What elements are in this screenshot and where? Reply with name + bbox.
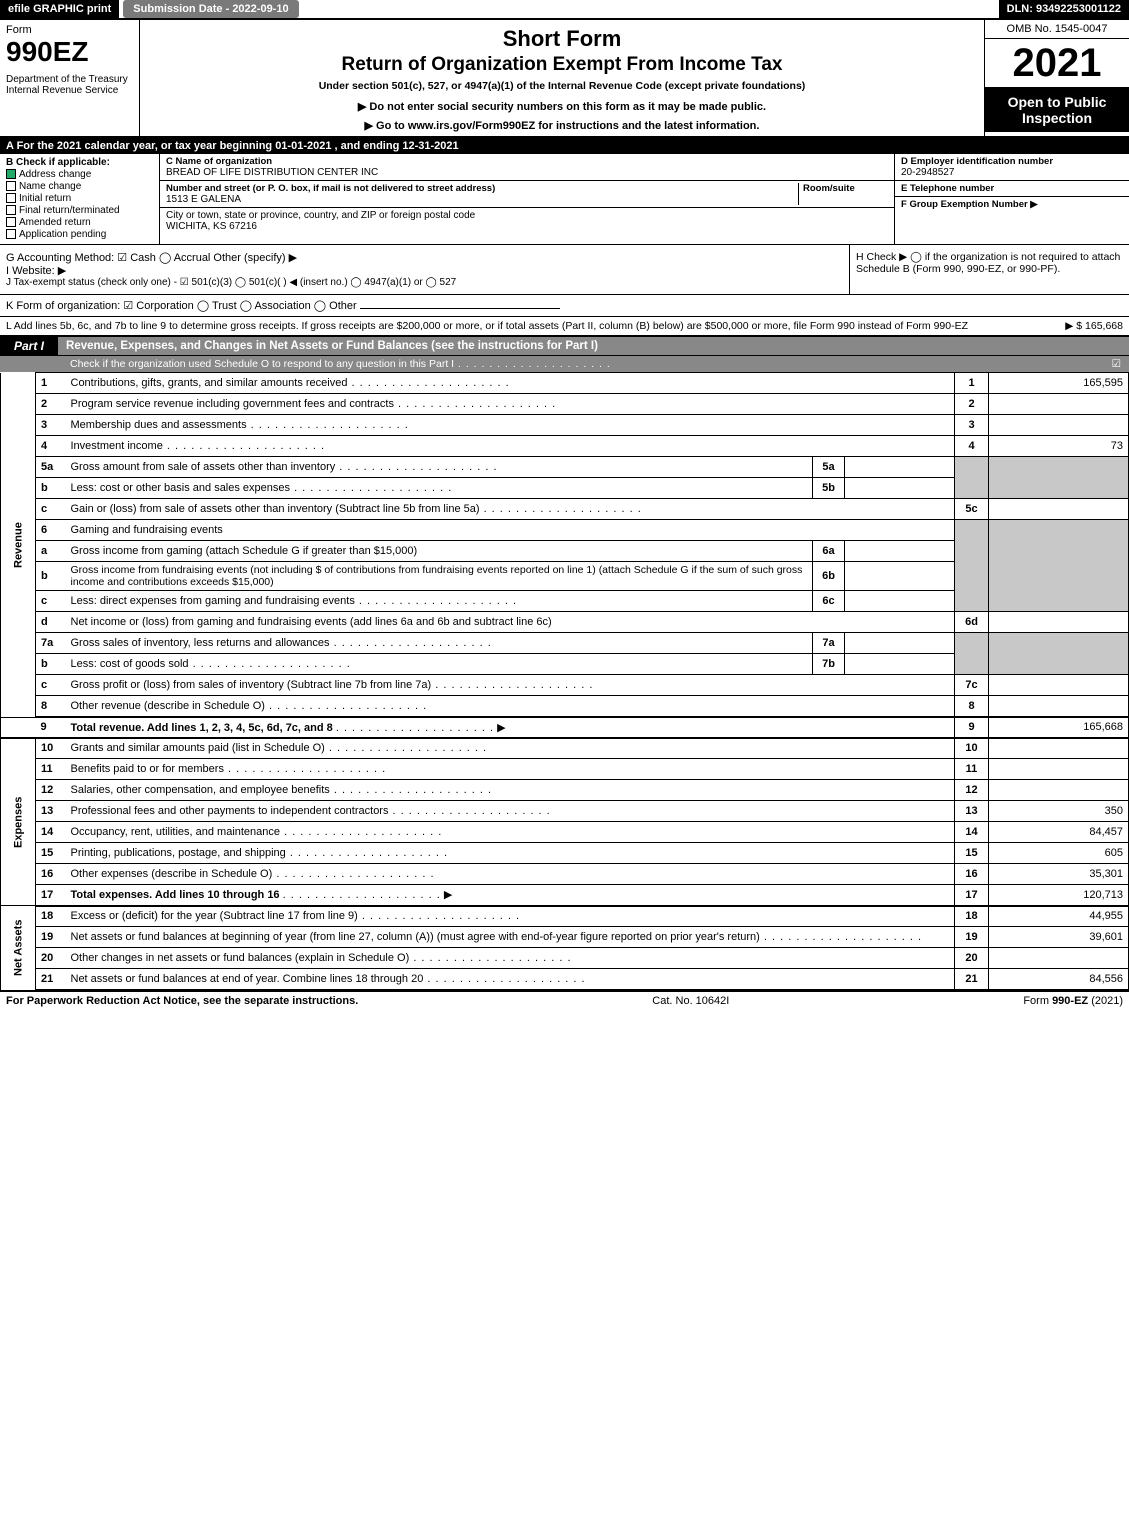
footer-right: Form 990-EZ (2021) <box>1023 995 1123 1007</box>
room-hint: Room/suite <box>803 183 888 194</box>
ein-cell: D Employer identification number 20-2948… <box>895 154 1129 181</box>
col-b-label: B Check if applicable: <box>6 157 153 168</box>
row-6d: d Net income or (loss) from gaming and f… <box>1 612 1129 633</box>
page-footer: For Paperwork Reduction Act Notice, see … <box>0 990 1129 1010</box>
dept-label: Department of the Treasury Internal Reve… <box>6 74 133 96</box>
city-cell: City or town, state or province, country… <box>160 208 894 234</box>
row-11: 11 Benefits paid to or for members 11 <box>1 759 1129 780</box>
row-20: 20 Other changes in net assets or fund b… <box>1 948 1129 969</box>
org-name-cell: C Name of organization BREAD OF LIFE DIS… <box>160 154 894 181</box>
omb-number: OMB No. 1545-0047 <box>985 20 1129 39</box>
chk-final-return[interactable]: Final return/terminated <box>6 205 153 216</box>
chk-application-pending[interactable]: Application pending <box>6 229 153 240</box>
row-8: 8 Other revenue (describe in Schedule O)… <box>1 696 1129 717</box>
chk-initial-return[interactable]: Initial return <box>6 193 153 204</box>
tel-hint: E Telephone number <box>901 183 1123 194</box>
row-1: Revenue 1 Contributions, gifts, grants, … <box>1 373 1129 394</box>
ssn-warning: ▶ Do not enter social security numbers o… <box>144 100 980 113</box>
revenue-sidelabel: Revenue <box>1 373 36 717</box>
line-l: L Add lines 5b, 6c, and 7b to line 9 to … <box>0 317 1129 336</box>
row-7a: 7a Gross sales of inventory, less return… <box>1 633 1129 654</box>
dln: DLN: 93492253001122 <box>999 0 1129 18</box>
topbar: efile GRAPHIC print Submission Date - 20… <box>0 0 1129 20</box>
submission-date: Submission Date - 2022-09-10 <box>123 0 298 18</box>
header-right: OMB No. 1545-0047 2021 Open to Public In… <box>984 20 1129 136</box>
section-bcd: B Check if applicable: Address change Na… <box>0 154 1129 245</box>
part1-sub: Check if the organization used Schedule … <box>0 356 1129 372</box>
row-15: 15 Printing, publications, postage, and … <box>1 843 1129 864</box>
line-i: I Website: ▶ <box>6 264 843 277</box>
row-18: Net Assets 18 Excess or (deficit) for th… <box>1 906 1129 927</box>
meta-left: G Accounting Method: ☑ Cash ◯ Accrual Ot… <box>0 245 849 294</box>
row-13: 13 Professional fees and other payments … <box>1 801 1129 822</box>
row-10: Expenses 10 Grants and similar amounts p… <box>1 738 1129 759</box>
line-k: K Form of organization: ☑ Corporation ◯ … <box>0 295 1129 317</box>
ein: 20-2948527 <box>901 167 1123 178</box>
row-7c: c Gross profit or (loss) from sales of i… <box>1 675 1129 696</box>
footer-mid: Cat. No. 10642I <box>652 995 729 1007</box>
row-5a: 5a Gross amount from sale of assets othe… <box>1 457 1129 478</box>
form-word: Form <box>6 24 133 36</box>
row-19: 19 Net assets or fund balances at beginn… <box>1 927 1129 948</box>
form-number: 990EZ <box>6 36 133 68</box>
chk-name-change[interactable]: Name change <box>6 181 153 192</box>
org-name: BREAD OF LIFE DISTRIBUTION CENTER INC <box>166 167 888 178</box>
part1-title: Revenue, Expenses, and Changes in Net As… <box>58 337 1129 355</box>
desc-1: Contributions, gifts, grants, and simila… <box>66 373 955 394</box>
line-l-text: L Add lines 5b, 6c, and 7b to line 9 to … <box>6 320 1057 332</box>
line-h: H Check ▶ ◯ if the organization is not r… <box>849 245 1129 294</box>
tax-year: 2021 <box>985 39 1129 88</box>
row-9: 9 Total revenue. Add lines 1, 2, 3, 4, 5… <box>1 717 1129 738</box>
chk-amended-return[interactable]: Amended return <box>6 217 153 228</box>
subtitle: Under section 501(c), 527, or 4947(a)(1)… <box>144 80 980 92</box>
amt-1: 165,595 <box>989 373 1129 394</box>
col-b-checkboxes: B Check if applicable: Address change Na… <box>0 154 160 244</box>
row-21: 21 Net assets or fund balances at end of… <box>1 969 1129 990</box>
form-header: Form 990EZ Department of the Treasury In… <box>0 20 1129 138</box>
part1-sub-text: Check if the organization used Schedule … <box>70 358 611 370</box>
netassets-sidelabel: Net Assets <box>1 906 36 990</box>
chk-address-change[interactable]: Address change <box>6 169 153 180</box>
title-return: Return of Organization Exempt From Incom… <box>144 54 980 76</box>
efile-label[interactable]: efile GRAPHIC print <box>0 0 119 18</box>
row-5c: c Gain or (loss) from sale of assets oth… <box>1 499 1129 520</box>
public-inspection: Open to Public Inspection <box>985 88 1129 132</box>
col-c-org: C Name of organization BREAD OF LIFE DIS… <box>160 154 894 244</box>
row-a-period: A For the 2021 calendar year, or tax yea… <box>0 138 1129 154</box>
part1-table: Revenue 1 Contributions, gifts, grants, … <box>0 372 1129 990</box>
ein-hint: D Employer identification number <box>901 156 1123 167</box>
irs-link[interactable]: ▶ Go to www.irs.gov/Form990EZ for instru… <box>144 119 980 132</box>
header-center: Short Form Return of Organization Exempt… <box>140 20 984 136</box>
footer-left: For Paperwork Reduction Act Notice, see … <box>6 995 358 1007</box>
row-3: 3 Membership dues and assessments 3 <box>1 415 1129 436</box>
row-14: 14 Occupancy, rent, utilities, and maint… <box>1 822 1129 843</box>
street-hint: Number and street (or P. O. box, if mail… <box>166 183 798 194</box>
part1-tag: Part I <box>0 336 58 356</box>
row-16: 16 Other expenses (describe in Schedule … <box>1 864 1129 885</box>
part1-sub-check[interactable]: ☑ <box>1112 358 1121 370</box>
meta-ghij: G Accounting Method: ☑ Cash ◯ Accrual Ot… <box>0 245 1129 295</box>
row-6: 6 Gaming and fundraising events <box>1 520 1129 541</box>
group-cell: F Group Exemption Number ▶ <box>895 197 1129 212</box>
row-4: 4 Investment income 4 73 <box>1 436 1129 457</box>
row-17: 17 Total expenses. Add lines 10 through … <box>1 885 1129 906</box>
row-2: 2 Program service revenue including gove… <box>1 394 1129 415</box>
city-hint: City or town, state or province, country… <box>166 210 888 221</box>
row-12: 12 Salaries, other compensation, and emp… <box>1 780 1129 801</box>
part1-header: Part I Revenue, Expenses, and Changes in… <box>0 336 1129 356</box>
line-l-amount: ▶ $ 165,668 <box>1057 320 1123 332</box>
header-left: Form 990EZ Department of the Treasury In… <box>0 20 140 136</box>
org-name-hint: C Name of organization <box>166 156 888 167</box>
line-j: J Tax-exempt status (check only one) - ☑… <box>6 277 843 288</box>
line-g: G Accounting Method: ☑ Cash ◯ Accrual Ot… <box>6 251 843 264</box>
street-cell: Number and street (or P. O. box, if mail… <box>160 181 894 208</box>
col-d-ids: D Employer identification number 20-2948… <box>894 154 1129 244</box>
group-hint: F Group Exemption Number ▶ <box>901 199 1123 210</box>
city: WICHITA, KS 67216 <box>166 221 888 232</box>
tel-cell: E Telephone number <box>895 181 1129 197</box>
expenses-sidelabel: Expenses <box>1 738 36 906</box>
title-short-form: Short Form <box>144 26 980 52</box>
street: 1513 E GALENA <box>166 194 798 205</box>
